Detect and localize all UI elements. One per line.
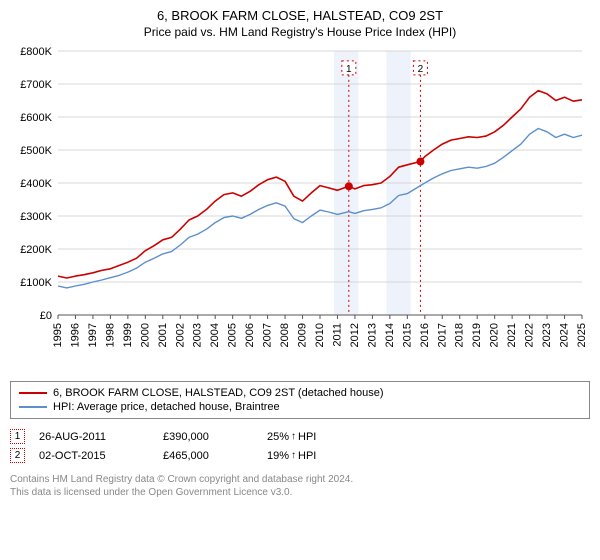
svg-text:2004: 2004: [209, 323, 221, 347]
sale-price: £390,000: [163, 431, 253, 443]
sale-date: 02-OCT-2015: [39, 450, 149, 462]
svg-text:£500K: £500K: [20, 145, 52, 157]
svg-text:2012: 2012: [349, 323, 361, 347]
sale-date: 26-AUG-2011: [39, 431, 149, 443]
svg-text:1997: 1997: [87, 323, 99, 347]
svg-text:2008: 2008: [279, 323, 291, 347]
footnote-line-1: Contains HM Land Registry data © Crown c…: [10, 474, 353, 485]
svg-text:1999: 1999: [122, 323, 134, 347]
svg-text:£0: £0: [40, 310, 52, 322]
svg-text:2003: 2003: [192, 323, 204, 347]
legend-label: HPI: Average price, detached house, Brai…: [53, 401, 280, 413]
svg-text:2023: 2023: [541, 323, 553, 347]
legend: 6, BROOK FARM CLOSE, HALSTEAD, CO9 2ST (…: [10, 381, 590, 419]
svg-text:2002: 2002: [174, 323, 186, 347]
sale-diff: 25% ↑ HPI: [267, 431, 316, 443]
svg-text:2024: 2024: [559, 323, 571, 347]
sale-row: 1 26-AUG-2011 £390,000 25% ↑ HPI: [10, 427, 590, 446]
svg-text:2006: 2006: [244, 323, 256, 347]
line-chart: £0 £100K £200K £300K £400K £500K £600K £700K £80…: [10, 45, 590, 375]
footnote-line-2: This data is licensed under the Open Gov…: [10, 487, 292, 498]
svg-text:2015: 2015: [401, 323, 413, 347]
svg-text:2014: 2014: [384, 323, 396, 347]
sale-marker: 1: [10, 429, 25, 444]
svg-text:2016: 2016: [419, 323, 431, 347]
svg-text:2017: 2017: [436, 323, 448, 347]
svg-text:2018: 2018: [454, 323, 466, 347]
svg-text:1995: 1995: [52, 323, 64, 347]
svg-text:£600K: £600K: [20, 112, 52, 124]
svg-text:2009: 2009: [297, 323, 309, 347]
legend-swatch: [19, 406, 47, 408]
arrow-up-icon: ↑: [291, 431, 296, 442]
svg-text:1996: 1996: [69, 323, 81, 347]
sale-price: £465,000: [163, 450, 253, 462]
svg-text:2021: 2021: [506, 323, 518, 347]
svg-text:1: 1: [346, 64, 352, 75]
svg-text:2010: 2010: [314, 323, 326, 347]
svg-text:2000: 2000: [139, 323, 151, 347]
legend-item: HPI: Average price, detached house, Brai…: [19, 400, 581, 414]
svg-text:2025: 2025: [576, 323, 588, 347]
svg-text:£700K: £700K: [20, 79, 52, 91]
arrow-up-icon: ↑: [291, 450, 296, 461]
sale-marker: 2: [10, 448, 25, 463]
svg-text:2013: 2013: [366, 323, 378, 347]
svg-text:2001: 2001: [157, 323, 169, 347]
svg-text:£400K: £400K: [20, 178, 52, 190]
sale-row: 2 02-OCT-2015 £465,000 19% ↑ HPI: [10, 446, 590, 465]
svg-text:2: 2: [418, 64, 424, 75]
svg-text:£100K: £100K: [20, 277, 52, 289]
svg-text:2005: 2005: [227, 323, 239, 347]
svg-text:2022: 2022: [524, 323, 536, 347]
svg-text:2011: 2011: [331, 323, 343, 347]
legend-item: 6, BROOK FARM CLOSE, HALSTEAD, CO9 2ST (…: [19, 386, 581, 400]
sales-table: 1 26-AUG-2011 £390,000 25% ↑ HPI 2 02-OCT-201…: [10, 427, 590, 465]
footnote: Contains HM Land Registry data © Crown c…: [10, 473, 590, 499]
svg-text:£800K: £800K: [20, 46, 52, 58]
svg-text:2007: 2007: [262, 323, 274, 347]
chart-svg: £0 £100K £200K £300K £400K £500K £600K £700K £80…: [10, 45, 590, 375]
svg-text:2019: 2019: [471, 323, 483, 347]
page-subtitle: Price paid vs. HM Land Registry's House …: [10, 25, 590, 39]
svg-text:2020: 2020: [489, 323, 501, 347]
page-title: 6, BROOK FARM CLOSE, HALSTEAD, CO9 2ST: [10, 8, 590, 23]
svg-text:1998: 1998: [104, 323, 116, 347]
legend-label: 6, BROOK FARM CLOSE, HALSTEAD, CO9 2ST (…: [53, 387, 384, 399]
svg-text:£300K: £300K: [20, 211, 52, 223]
svg-text:£200K: £200K: [20, 244, 52, 256]
sale-diff: 19% ↑ HPI: [267, 450, 316, 462]
legend-swatch: [19, 392, 47, 394]
